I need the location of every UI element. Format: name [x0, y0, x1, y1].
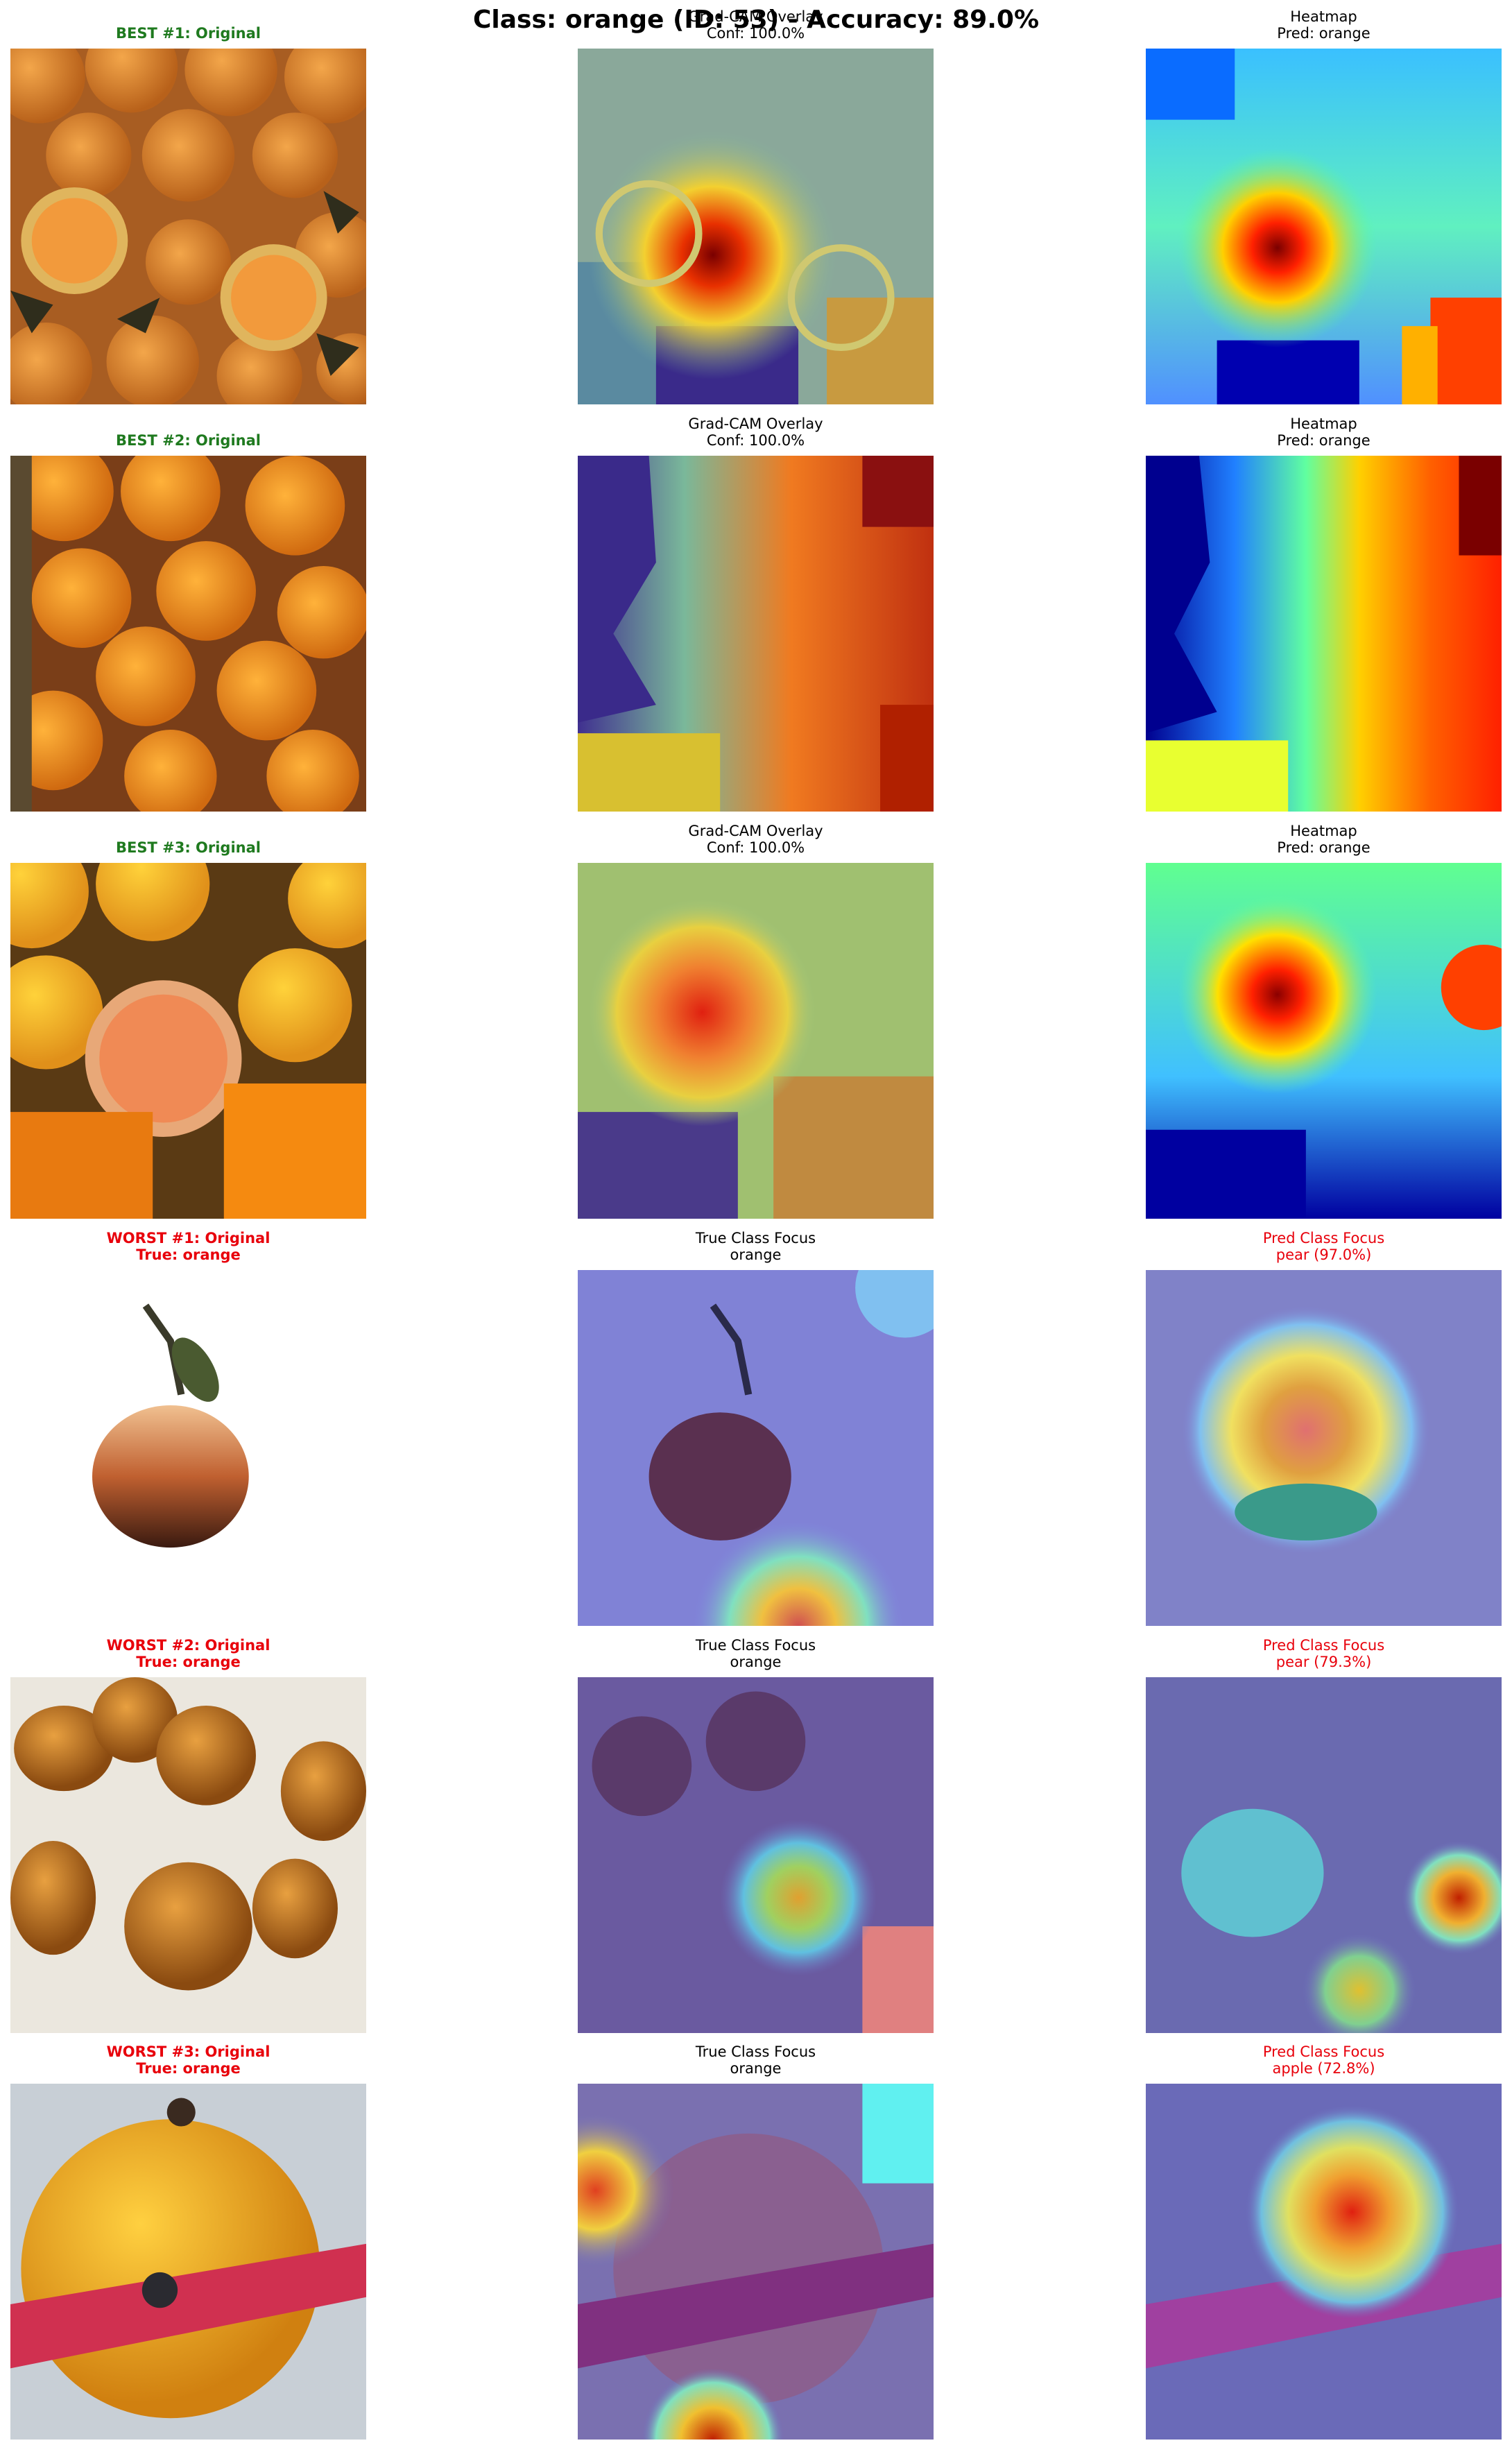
panel-title: Pred Class Focus pear (97.0%) — [1262, 1230, 1385, 1263]
worst-3-pred-focus-panel: Pred Class Focus apple (72.8%) — [1146, 2043, 1502, 2440]
panel-title: Heatmap Pred: orange — [1277, 415, 1371, 449]
best-3-overlay-panel: Grad-CAM Overlay Conf: 100.0% — [578, 823, 934, 1219]
best-1-overlay-panel: Grad-CAM Overlay Conf: 100.0% — [578, 8, 934, 404]
tangerines-photo — [10, 1677, 366, 2033]
worst-3-original-panel: WORST #3: Original True: orange — [10, 2043, 366, 2440]
oranges-sliced-photo — [10, 863, 366, 1219]
gradcam-overlay-image — [1146, 1270, 1502, 1626]
panel-title: BEST #2: Original — [116, 432, 261, 449]
worst-2-pred-focus-panel: Pred Class Focus pear (79.3%) — [1146, 1637, 1502, 2033]
gradcam-overlay-image — [578, 1270, 934, 1626]
panel-title: BEST #1: Original — [116, 25, 261, 42]
orange-fruits-photo — [10, 49, 366, 404]
worst-2-true-focus-panel: True Class Focus orange — [578, 1637, 934, 2033]
panel-title: Pred Class Focus apple (72.8%) — [1262, 2043, 1385, 2077]
gradcam-overlay-image — [1146, 2084, 1502, 2440]
best-2-heatmap-panel: Heatmap Pred: orange — [1146, 415, 1502, 812]
single-fruit-photo — [10, 1270, 366, 1626]
panel-title: Heatmap Pred: orange — [1277, 8, 1371, 42]
figure-suptitle: Class: orange (ID: 53) - Accuracy: 89.0% — [472, 6, 1040, 34]
gradcam-overlay-image — [578, 456, 934, 812]
best-1-original-panel: BEST #1: Original — [10, 25, 366, 404]
oranges-pile-photo — [10, 456, 366, 812]
heatmap-image — [1146, 49, 1502, 404]
worst-3-true-focus-panel: True Class Focus orange — [578, 2043, 934, 2440]
heatmap-image — [1146, 456, 1502, 812]
worst-1-pred-focus-panel: Pred Class Focus pear (97.0%) — [1146, 1230, 1502, 1626]
worst-2-original-panel: WORST #2: Original True: orange — [10, 1637, 366, 2033]
gradcam-overlay-image — [578, 863, 934, 1219]
panel-title: Grad-CAM Overlay Conf: 100.0% — [688, 823, 823, 856]
panel-title: Grad-CAM Overlay Conf: 100.0% — [688, 415, 823, 449]
worst-1-true-focus-panel: True Class Focus orange — [578, 1230, 934, 1626]
panel-title: WORST #3: Original True: orange — [106, 2043, 270, 2077]
best-2-overlay-panel: Grad-CAM Overlay Conf: 100.0% — [578, 415, 934, 812]
panel-title: Pred Class Focus pear (79.3%) — [1262, 1637, 1385, 1670]
panel-title: BEST #3: Original — [116, 839, 261, 856]
best-2-original-panel: BEST #2: Original — [10, 432, 366, 812]
panel-title: True Class Focus orange — [695, 2043, 816, 2077]
panel-title: Heatmap Pred: orange — [1277, 823, 1371, 856]
best-1-heatmap-panel: Heatmap Pred: orange — [1146, 8, 1502, 404]
panel-title: Grad-CAM Overlay Conf: 100.0% — [688, 8, 823, 42]
best-3-heatmap-panel: Heatmap Pred: orange — [1146, 823, 1502, 1219]
panel-title: WORST #2: Original True: orange — [106, 1637, 270, 1670]
orange-ribbon-photo — [10, 2084, 366, 2440]
panel-title: True Class Focus orange — [695, 1230, 816, 1263]
gradcam-overlay-image — [578, 2084, 934, 2440]
gradcam-overlay-image — [578, 1677, 934, 2033]
gradcam-overlay-image — [1146, 1677, 1502, 2033]
heatmap-image — [1146, 863, 1502, 1219]
gradcam-overlay-image — [578, 49, 934, 404]
worst-1-original-panel: WORST #1: Original True: orange — [10, 1230, 366, 1626]
panel-title: WORST #1: Original True: orange — [106, 1230, 270, 1263]
best-3-original-panel: BEST #3: Original — [10, 839, 366, 1219]
panel-title: True Class Focus orange — [695, 1637, 816, 1670]
